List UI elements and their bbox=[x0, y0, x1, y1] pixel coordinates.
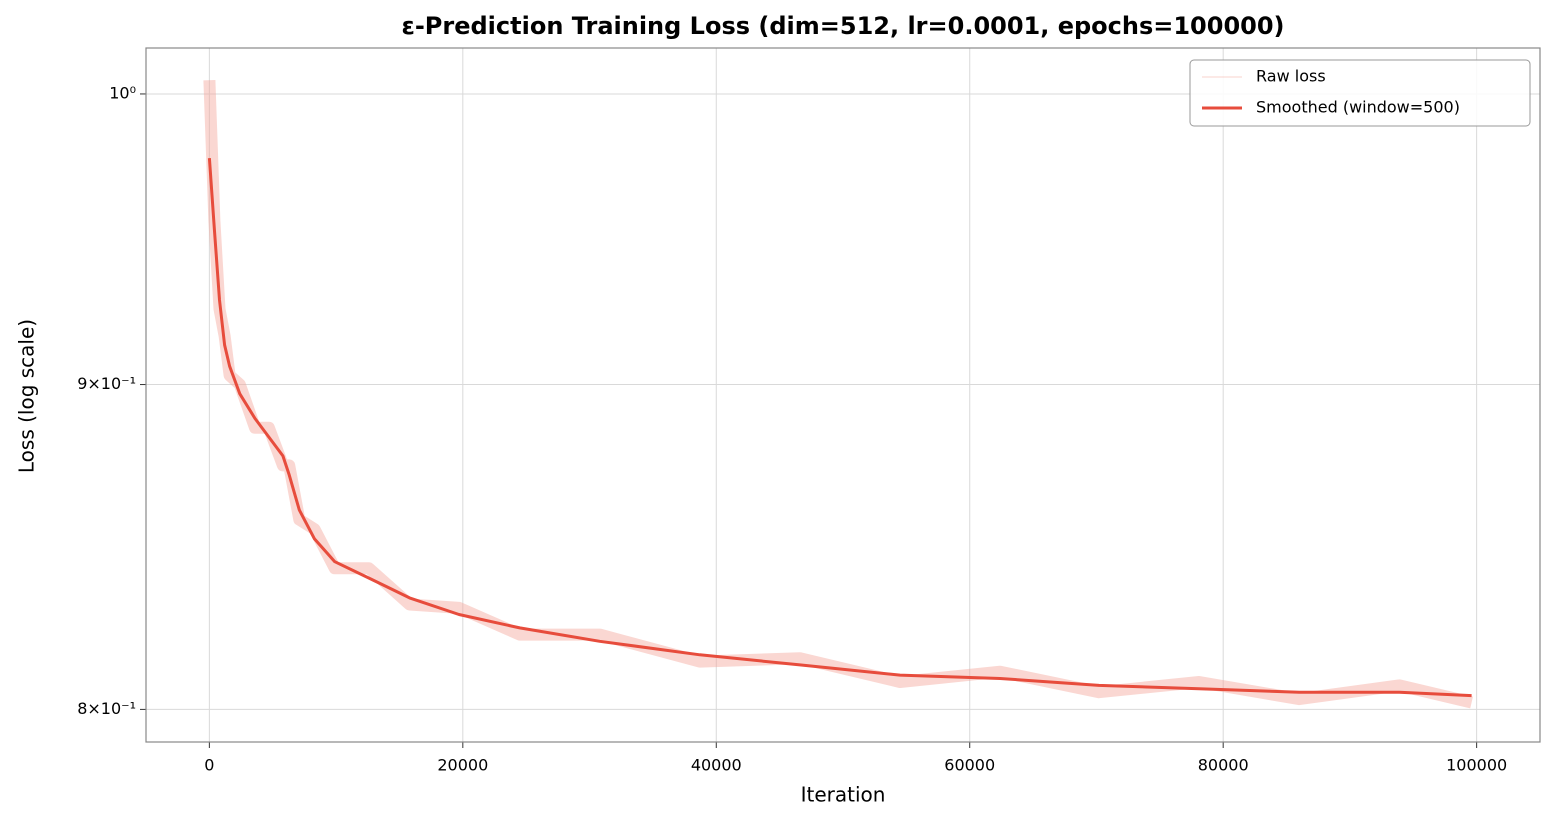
series-line bbox=[203, 79, 1473, 709]
x-tick-label: 80000 bbox=[1198, 756, 1249, 775]
legend-label: Smoothed (window=500) bbox=[1256, 98, 1460, 117]
x-tick-label: 0 bbox=[204, 756, 214, 775]
series-line bbox=[207, 157, 1472, 698]
plot-frame bbox=[145, 47, 1541, 743]
legend-box bbox=[1189, 59, 1531, 127]
x-tick-label: 20000 bbox=[437, 756, 488, 775]
x-tick-label: 100000 bbox=[1446, 756, 1507, 775]
y-tick-label: 10⁰ bbox=[109, 83, 136, 102]
y-tick-label: 9×10⁻¹ bbox=[77, 374, 136, 393]
x-tick-label: 40000 bbox=[691, 756, 742, 775]
y-axis-label: Loss (log scale) bbox=[15, 319, 39, 473]
legend: Raw loss Smoothed (window=500) bbox=[1189, 59, 1531, 127]
x-axis-label: Iteration bbox=[801, 783, 886, 807]
y-tick-label: 8×10⁻¹ bbox=[77, 699, 136, 718]
chart-title: ε-Prediction Training Loss (dim=512, lr=… bbox=[401, 12, 1284, 40]
x-tick-label: 60000 bbox=[944, 756, 995, 775]
legend-label: Raw loss bbox=[1256, 67, 1326, 86]
